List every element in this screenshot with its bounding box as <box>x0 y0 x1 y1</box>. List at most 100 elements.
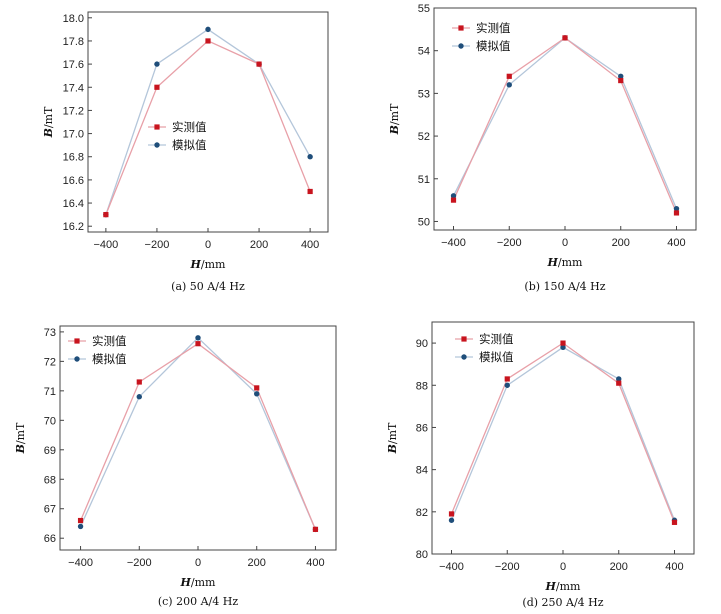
x-axis-label: H/mm <box>180 576 217 589</box>
legend-label: 实测值 <box>476 21 511 35</box>
y-tick-label: 82 <box>416 507 428 519</box>
y-tick-label: 72 <box>44 356 56 368</box>
legend-label: 实测值 <box>479 332 514 346</box>
legend-marker-simulated <box>461 354 467 360</box>
x-tick-label: −200 <box>497 237 522 249</box>
x-tick-label: −200 <box>145 239 170 251</box>
data-point-measured <box>307 188 313 195</box>
y-tick-label: 16.6 <box>63 175 84 187</box>
data-point-measured <box>448 511 455 517</box>
x-axis-label: H/mm <box>547 256 584 269</box>
data-point-simulated <box>618 73 624 80</box>
legend-marker-measured <box>154 124 160 130</box>
y-tick-label: 53 <box>418 88 430 100</box>
chart-panel-3: 80 82 84 86 88 90 −400 −200 0 200 400 H/mm B/mT 实测值模拟… <box>386 321 695 609</box>
x-tick-label: −400 <box>93 239 118 251</box>
data-point-measured <box>154 84 160 90</box>
data-point-simulated <box>205 26 211 33</box>
x-tick-label: 0 <box>560 561 566 573</box>
data-point-measured <box>618 77 624 84</box>
y-tick-label: 52 <box>418 131 430 143</box>
legend-label: 模拟值 <box>476 39 511 53</box>
legend-marker-simulated <box>154 142 160 148</box>
y-tick-label: 17.8 <box>63 36 84 48</box>
x-tick-label: 400 <box>667 237 685 249</box>
y-axis-label: B/mT <box>386 422 399 454</box>
legend-marker-measured <box>461 336 467 342</box>
legend-label: 模拟值 <box>479 350 514 364</box>
data-point-simulated <box>616 376 622 382</box>
data-point-measured <box>671 519 678 525</box>
plot-frame <box>87 11 329 233</box>
y-tick-label: 73 <box>44 327 56 339</box>
y-tick-label: 66 <box>44 533 56 545</box>
y-tick-label: 67 <box>44 504 56 516</box>
y-tick-label: 80 <box>416 549 428 561</box>
y-tick-label: 68 <box>44 474 56 486</box>
panel-caption: (a) 50 A/4 Hz <box>171 280 245 293</box>
data-point-simulated <box>195 335 201 341</box>
x-tick-label: 200 <box>610 561 628 573</box>
legend-marker-simulated <box>74 356 80 362</box>
y-tick-label: 17.0 <box>63 129 84 141</box>
legend-label: 实测值 <box>92 334 127 348</box>
x-tick-label: 400 <box>301 239 319 251</box>
y-tick-label: 50 <box>418 216 430 228</box>
x-tick-label: 0 <box>195 557 201 569</box>
y-axis-label: B/mT <box>42 106 55 138</box>
y-tick-label: 86 <box>416 422 428 434</box>
x-tick-label: 0 <box>562 237 568 249</box>
data-point-measured <box>450 197 457 203</box>
data-point-measured <box>205 38 211 44</box>
series-line-measured <box>452 37 678 214</box>
data-point-measured <box>560 340 566 346</box>
data-point-measured <box>312 526 319 532</box>
plot-frame <box>433 7 697 231</box>
series-line-measured <box>105 40 311 215</box>
data-point-measured <box>673 210 680 216</box>
data-point-simulated <box>307 154 313 160</box>
x-tick-label: 200 <box>612 237 630 249</box>
legend-marker-simulated <box>458 43 464 49</box>
series-line-simulated <box>80 336 316 530</box>
y-tick-label: 17.4 <box>63 82 84 94</box>
x-tick-label: −400 <box>68 557 93 569</box>
data-point-simulated <box>506 82 512 88</box>
x-tick-label: 400 <box>665 561 683 573</box>
data-point-measured <box>504 376 510 382</box>
data-point-measured <box>103 212 109 218</box>
panel-caption: (b) 150 A/4 Hz <box>524 280 605 293</box>
y-tick-label: 51 <box>418 174 430 186</box>
x-tick-label: 0 <box>205 239 211 251</box>
x-tick-label: −400 <box>439 561 464 573</box>
x-axis-label: H/mm <box>545 580 582 593</box>
data-point-measured <box>562 35 568 41</box>
y-tick-label: 55 <box>418 3 430 15</box>
data-point-simulated <box>154 61 160 67</box>
series-line-measured <box>450 342 676 523</box>
series-line-simulated <box>452 37 678 209</box>
y-tick-label: 16.4 <box>63 198 84 210</box>
data-point-measured <box>254 385 260 391</box>
x-tick-label: −200 <box>127 557 152 569</box>
x-tick-label: 400 <box>306 557 324 569</box>
x-tick-label: −200 <box>495 561 520 573</box>
data-point-measured <box>256 61 262 67</box>
legend-marker-measured <box>458 25 464 31</box>
data-point-measured <box>506 73 512 79</box>
y-axis-label: B/mT <box>14 422 27 454</box>
legend-label: 实测值 <box>172 120 207 134</box>
x-tick-label: −400 <box>441 237 466 249</box>
panel-caption: (c) 200 A/4 Hz <box>158 595 238 608</box>
data-point-simulated <box>136 394 142 400</box>
data-point-measured <box>195 341 201 347</box>
data-point-simulated <box>673 205 680 212</box>
data-point-measured <box>77 517 84 524</box>
legend-label: 模拟值 <box>92 352 127 366</box>
data-point-simulated <box>560 344 566 351</box>
y-tick-label: 18.0 <box>63 13 84 25</box>
y-tick-label: 70 <box>44 415 56 427</box>
data-point-measured <box>136 379 142 385</box>
series-line-simulated <box>105 28 311 215</box>
